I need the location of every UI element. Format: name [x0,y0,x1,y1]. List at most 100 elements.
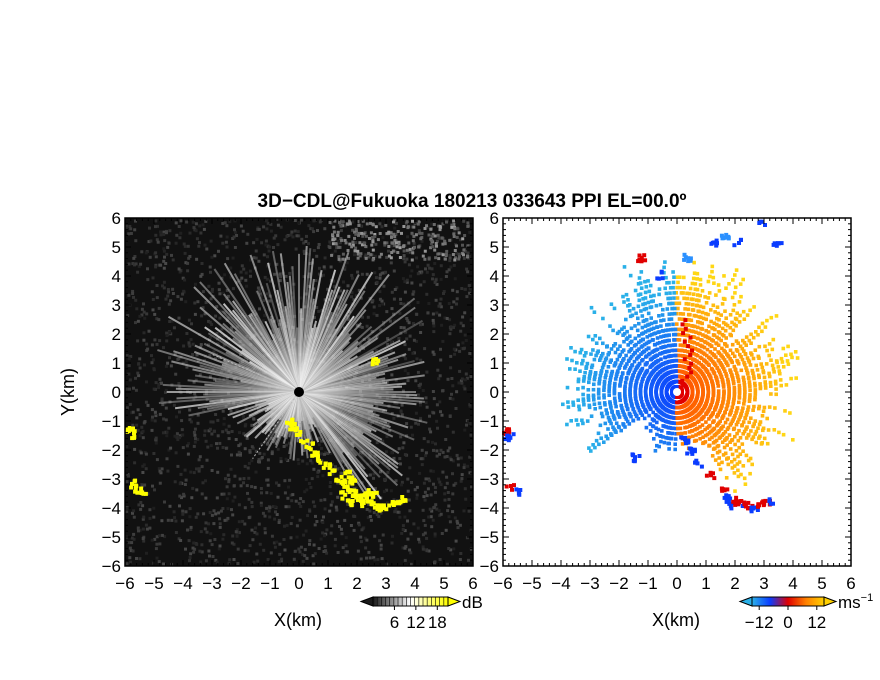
noise-pixel [308,426,312,430]
velocity-pixel [667,343,671,348]
noise-pixel [205,458,209,462]
velocity-pixel [749,351,753,355]
strong-echo-pixel [327,472,332,477]
strong-echo-pixel [285,420,289,425]
noise-pixel [184,261,188,265]
noise-pixel [145,527,149,531]
noise-pixel [152,506,156,510]
strong-echo-pixel [353,493,358,498]
velocity-pixel [613,342,618,346]
velocity-pixel [773,379,778,384]
velocity-pixel [633,391,638,395]
noise-pixel [191,546,195,550]
noise-pixel [236,404,240,407]
noise-pixel [172,510,176,514]
noise-pixel [378,266,382,270]
velocity-pixel [665,323,669,327]
noise-pixel [166,288,170,291]
velocity-pixel [632,344,637,348]
velocity-pixel [768,380,773,385]
noise-pixel [209,532,213,536]
cloud-pixel [378,255,382,259]
noise-pixel [278,272,282,276]
strong-echo-pixel [321,465,326,470]
noise-pixel [268,245,272,249]
noise-pixel [421,547,425,551]
noise-pixel [247,516,251,520]
noise-pixel [168,400,172,404]
noise-pixel [212,522,216,526]
noise-pixel [177,225,181,228]
velocity-pixel [648,305,653,310]
noise-pixel [290,499,294,503]
noise-pixel [215,305,219,309]
noise-pixel [378,273,382,277]
velocity-pixel [726,379,730,384]
cloud-pixel [373,235,377,238]
noise-pixel [342,280,345,284]
strong-echo-pixel [348,480,353,485]
noise-pixel [226,430,230,434]
velocity-pixel [732,354,737,359]
velocity-pixel [795,356,800,360]
velocity-pixel [631,352,636,357]
cloud-pixel [432,223,436,226]
noise-pixel [386,343,390,346]
noise-pixel [213,254,217,258]
noise-pixel [447,302,451,305]
noise-pixel [189,552,193,556]
noise-pixel [178,434,182,438]
noise-pixel [343,267,347,271]
noise-pixel [462,219,466,223]
velocity-pixel [785,359,790,363]
noise-pixel [403,369,407,373]
noise-pixel [136,408,140,412]
cloud-pixel [369,231,373,235]
noise-pixel [162,259,166,263]
x-tick-label: −2 [231,574,250,593]
velocity-pixel [745,356,750,360]
velocity-pixel [682,275,686,280]
noise-pixel [326,452,330,455]
noise-pixel [298,518,302,522]
noise-pixel [343,518,347,522]
noise-pixel [377,515,381,519]
strong-echo-pixel [361,498,366,503]
noise-pixel [128,556,132,560]
noise-pixel [140,250,144,254]
velocity-pixel [717,336,721,341]
noise-pixel [260,456,264,459]
noise-pixel [320,439,324,443]
velocity-pixel [674,291,678,295]
noise-pixel [212,389,216,393]
noise-pixel [219,309,222,313]
noise-pixel [308,539,312,543]
noise-pixel [416,370,420,374]
velocity-pixel [737,300,742,304]
noise-pixel [378,222,382,226]
noise-pixel [229,312,233,316]
velocity-pixel [666,328,670,332]
velocity-pixel [731,328,736,333]
noise-pixel [458,523,462,527]
noise-pixel [428,427,432,431]
velocity-pixel [606,415,611,420]
noise-pixel [455,519,459,523]
velocity-pixel [742,360,746,365]
velocity-pixel [657,292,661,297]
noise-pixel [416,526,420,530]
cloud-pixel [462,248,466,252]
noise-pixel [414,379,418,383]
noise-pixel [368,556,372,560]
noise-pixel [455,453,459,457]
noise-pixel [151,484,154,488]
velocity-pixel [769,315,774,320]
noise-pixel [415,493,419,497]
velocity-pixel [718,361,722,365]
noise-pixel [369,422,373,426]
velocity-pixel [682,349,687,353]
velocity-pixel [639,345,644,349]
velocity-pixel [613,399,617,404]
noise-pixel [352,298,356,302]
noise-pixel [451,492,455,496]
